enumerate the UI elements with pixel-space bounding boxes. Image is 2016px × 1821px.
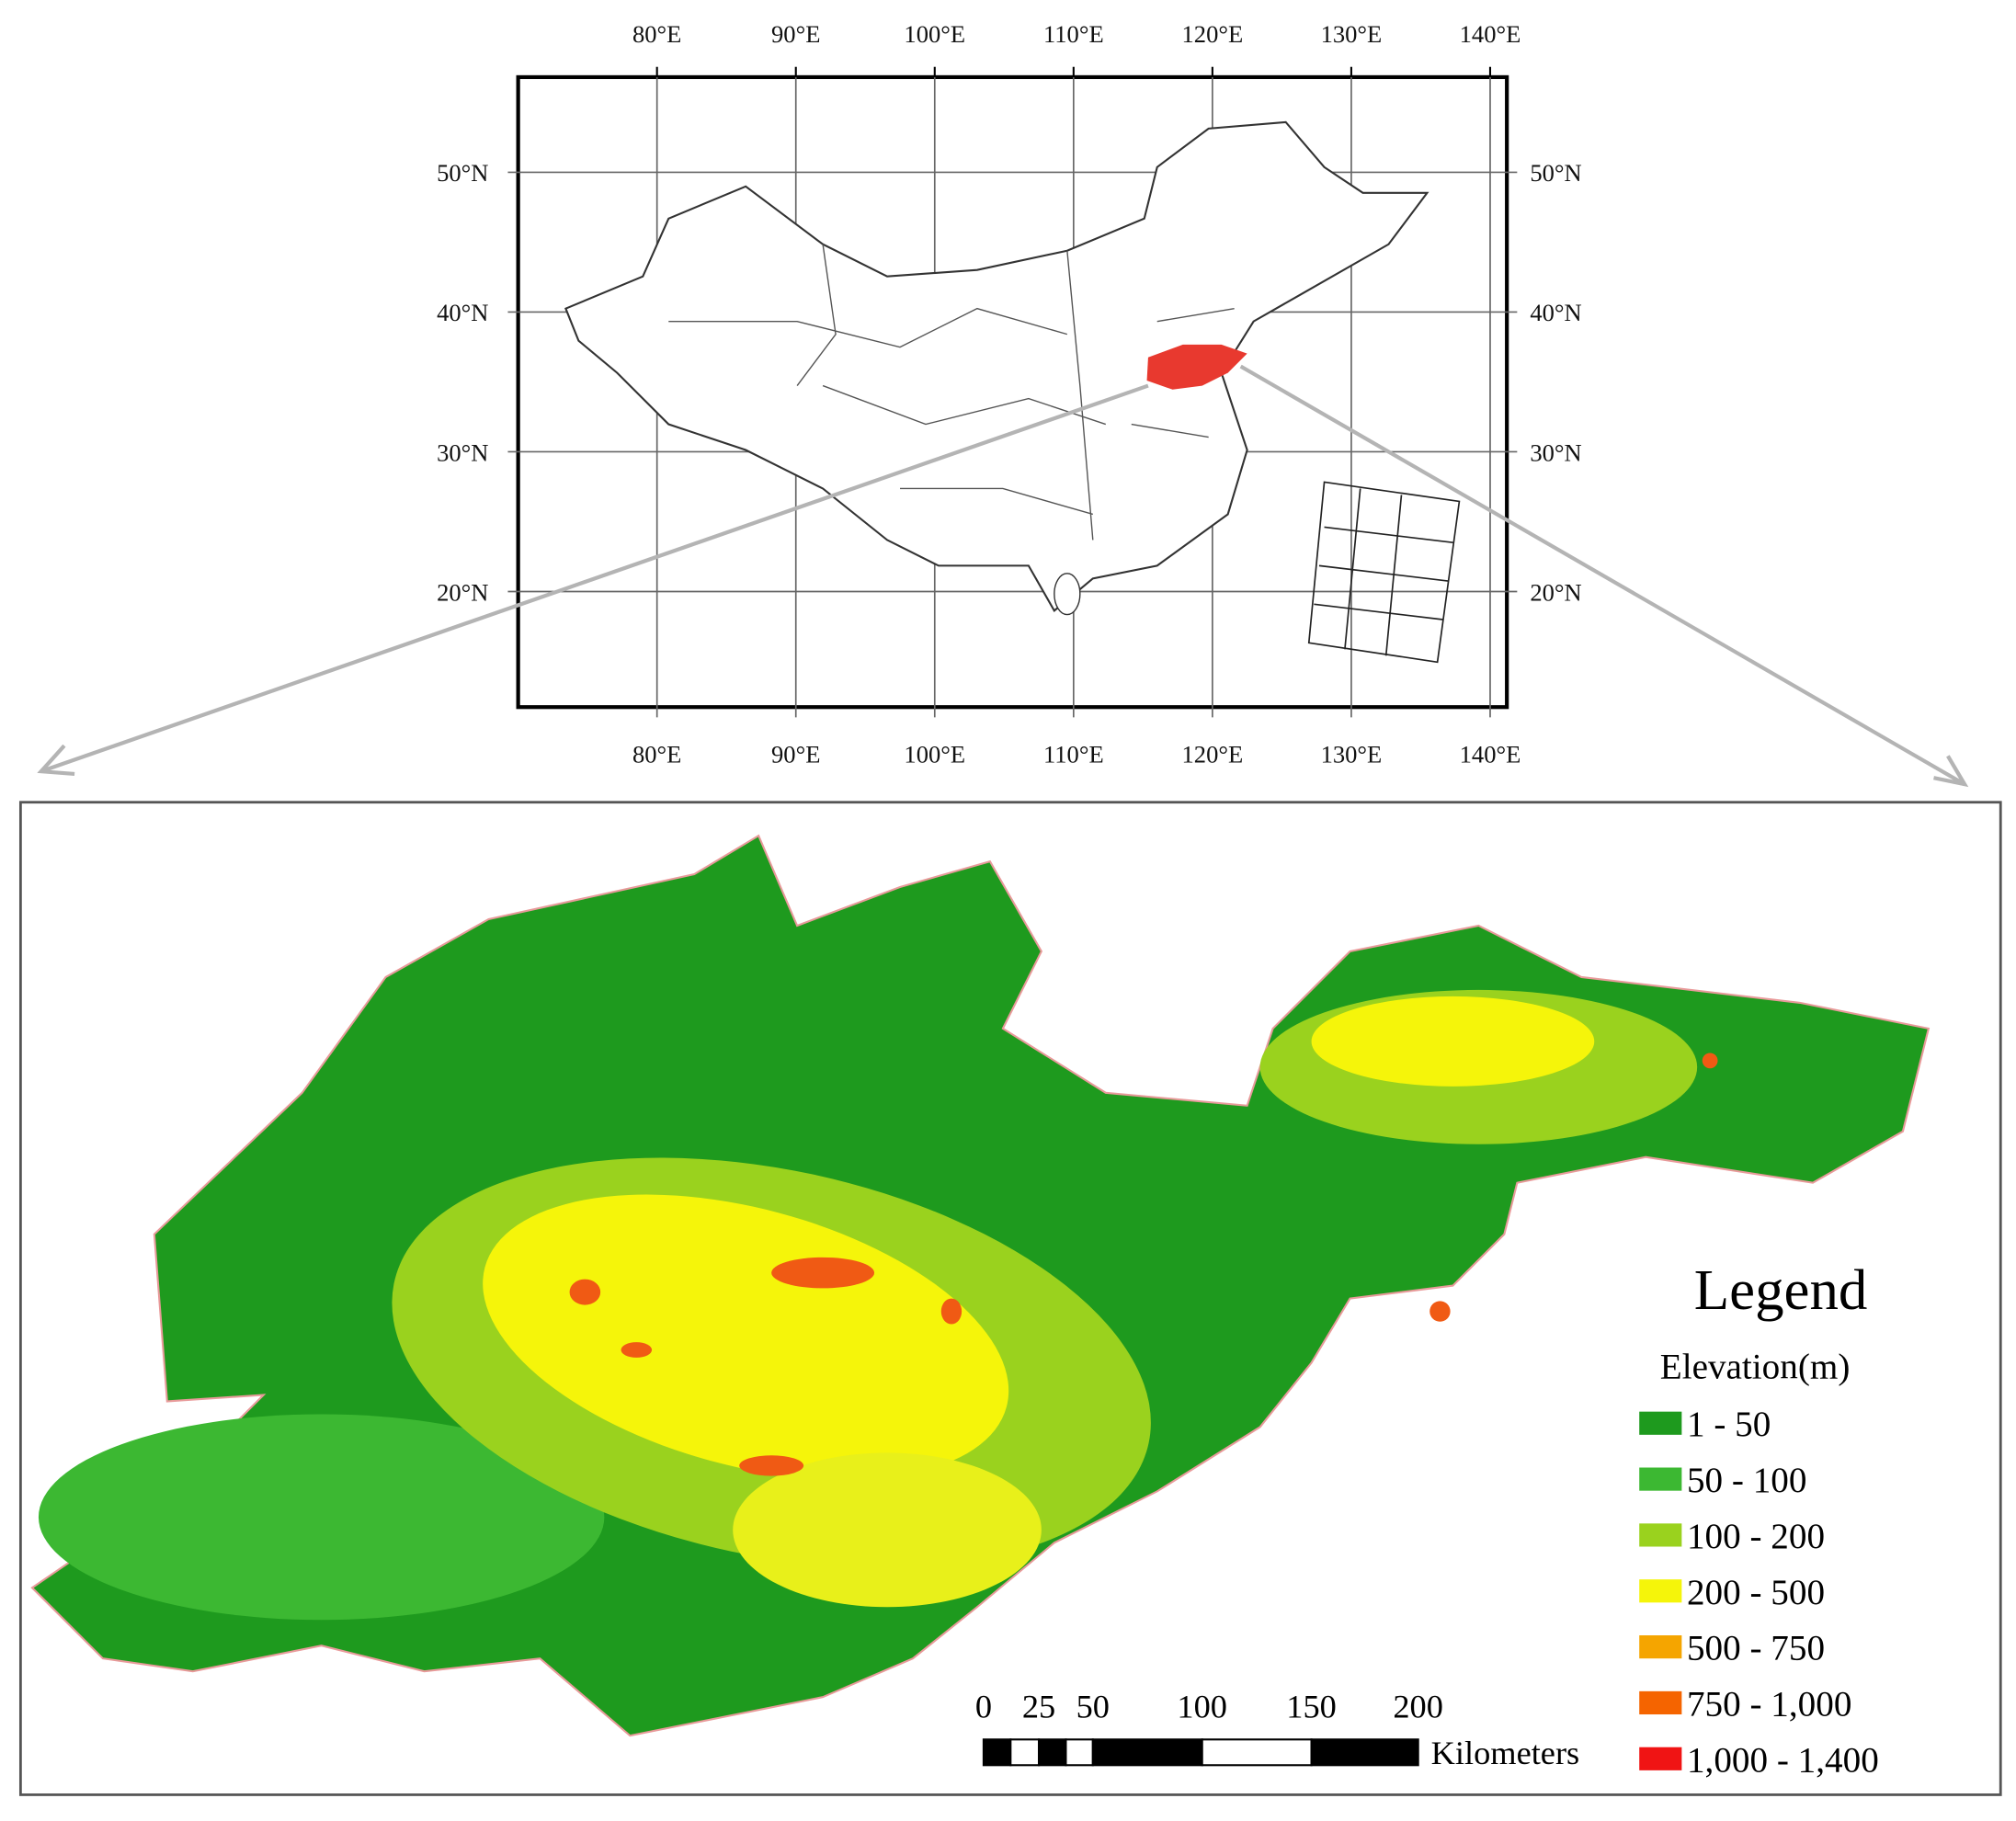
shandong-highlight bbox=[1146, 344, 1247, 390]
lon-label: 120°E bbox=[1182, 740, 1244, 768]
legend-label: 50 - 100 bbox=[1687, 1461, 1807, 1500]
scale-segment bbox=[1065, 1738, 1094, 1767]
lat-label: 30°N bbox=[1530, 438, 1581, 466]
legend-swatch bbox=[1639, 1690, 1682, 1715]
lat-label: 40°N bbox=[437, 299, 488, 326]
scale-segment bbox=[1038, 1738, 1067, 1767]
lon-label: 100°E bbox=[904, 740, 965, 768]
legend-label: 100 - 200 bbox=[1687, 1517, 1825, 1556]
lon-label: 130°E bbox=[1321, 740, 1383, 768]
mountain-zone bbox=[733, 1452, 1042, 1608]
lon-label: 80°E bbox=[632, 740, 681, 768]
lowland bbox=[38, 1414, 605, 1621]
legend-label: 1 - 50 bbox=[1687, 1405, 1771, 1444]
scale-unit: Kilometers bbox=[1431, 1735, 1580, 1771]
legend-title: Legend bbox=[1694, 1258, 1868, 1322]
lat-label: 30°N bbox=[437, 438, 488, 466]
lon-label: 140°E bbox=[1460, 740, 1521, 768]
scale-bar: Kilometers 0 25 50 100 150 200 bbox=[975, 1689, 1579, 1771]
lon-label: 100°E bbox=[904, 20, 965, 48]
scale-label: 50 bbox=[1076, 1689, 1110, 1725]
legend-label: 200 - 500 bbox=[1687, 1573, 1825, 1612]
scale-label: 100 bbox=[1177, 1689, 1227, 1725]
peaks bbox=[569, 1053, 1718, 1476]
scale-label: 0 bbox=[975, 1689, 992, 1725]
scale-segment bbox=[1091, 1738, 1203, 1767]
legend-label: 500 - 750 bbox=[1687, 1629, 1825, 1668]
south-sea-inset bbox=[1307, 481, 1461, 664]
legend: Legend Elevation(m) 1 - 50 50 - 100 100 - … bbox=[1639, 1258, 1879, 1780]
lon-label: 110°E bbox=[1043, 740, 1104, 768]
hainan bbox=[1054, 573, 1081, 616]
graticule: 80°E 80°E 90°E 90°E 100°E 100°E 110°E 110°E 120°… bbox=[437, 20, 1582, 768]
scale-segment bbox=[1201, 1738, 1313, 1767]
scale-label: 200 bbox=[1393, 1689, 1443, 1725]
lon-label: 110°E bbox=[1043, 20, 1104, 48]
zoom-arrows bbox=[37, 364, 1969, 788]
legend-label: 750 - 1,000 bbox=[1687, 1684, 1851, 1724]
legend-swatch bbox=[1639, 1467, 1682, 1491]
lat-label: 50°N bbox=[437, 159, 488, 187]
scale-segment bbox=[1310, 1738, 1419, 1767]
lat-label: 40°N bbox=[1530, 299, 1581, 326]
china-outline bbox=[564, 120, 1429, 612]
lon-label: 80°E bbox=[632, 20, 681, 48]
figure-content: 80°E 80°E 90°E 90°E 100°E 100°E 110°E 110°E 120°… bbox=[18, 20, 2002, 1796]
legend-swatch bbox=[1639, 1635, 1682, 1659]
legend-swatch bbox=[1639, 1411, 1682, 1435]
lat-label: 20°N bbox=[1530, 578, 1581, 606]
scale-segment bbox=[1009, 1738, 1041, 1767]
lon-label: 140°E bbox=[1460, 20, 1521, 48]
lon-label: 90°E bbox=[771, 20, 820, 48]
legend-swatch bbox=[1639, 1579, 1682, 1603]
lat-label: 50°N bbox=[1530, 159, 1581, 187]
scale-segment bbox=[982, 1738, 1012, 1767]
legend-swatch bbox=[1639, 1523, 1682, 1547]
mountain-zone bbox=[1311, 996, 1595, 1087]
province-lines bbox=[668, 244, 1235, 541]
lon-label: 90°E bbox=[771, 740, 820, 768]
scale-label: 25 bbox=[1022, 1689, 1055, 1725]
legend-label: 1,000 - 1,400 bbox=[1687, 1740, 1879, 1780]
mountain-zone bbox=[483, 1194, 1009, 1480]
legend-subtitle: Elevation(m) bbox=[1660, 1347, 1851, 1386]
legend-swatch bbox=[1639, 1747, 1682, 1770]
lon-label: 120°E bbox=[1182, 20, 1244, 48]
scale-label: 150 bbox=[1286, 1689, 1337, 1725]
lon-label: 130°E bbox=[1321, 20, 1383, 48]
lat-label: 20°N bbox=[437, 578, 488, 606]
